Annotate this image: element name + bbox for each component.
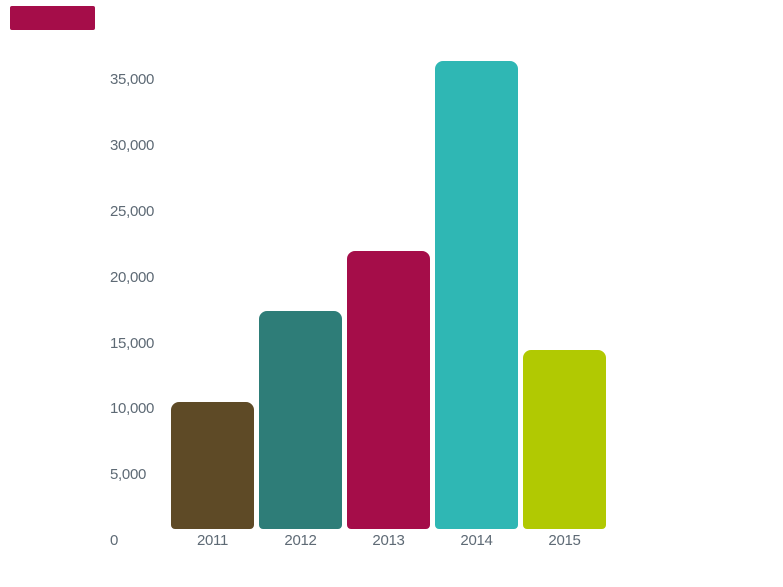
y-axis-tick-label: 5,000 [110, 466, 147, 483]
y-axis-tick-label: 10,000 [110, 400, 155, 417]
x-axis-label-2015: 2015 [548, 532, 581, 549]
y-axis-tick-label: 25,000 [110, 203, 155, 220]
bar-2014[interactable] [435, 61, 518, 529]
bar-2011[interactable] [171, 402, 254, 529]
y-axis-tick-label: 0 [110, 532, 119, 549]
y-axis-tick-label: 20,000 [110, 269, 155, 286]
top-left-red-rectangle [10, 6, 95, 30]
x-axis-label-2012: 2012 [284, 532, 317, 549]
y-axis-tick-label: 35,000 [110, 71, 155, 88]
bar-2015[interactable] [523, 350, 606, 529]
y-axis-tick-label: 30,000 [110, 137, 155, 154]
x-axis-label-2014: 2014 [460, 532, 493, 549]
bar-2012[interactable] [259, 311, 342, 529]
x-axis-label-2011: 2011 [196, 532, 229, 549]
x-axis-label-2013: 2013 [372, 532, 405, 549]
y-axis-tick-label: 15,000 [110, 335, 155, 352]
bar-2013[interactable] [347, 251, 430, 529]
